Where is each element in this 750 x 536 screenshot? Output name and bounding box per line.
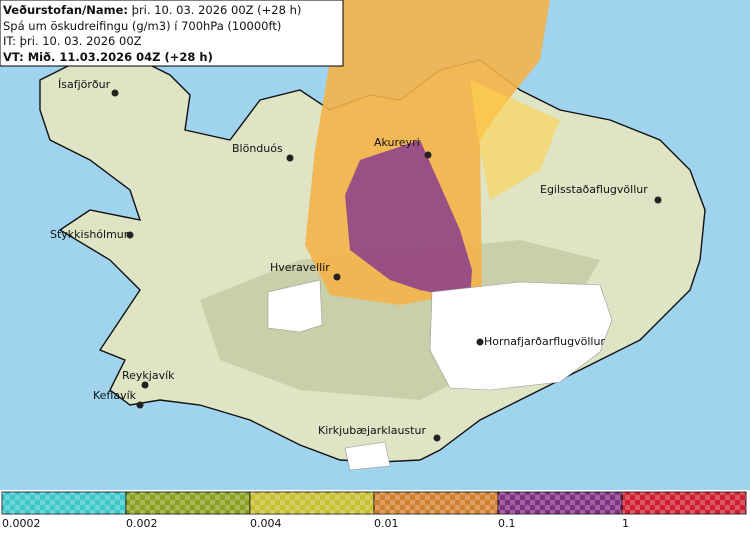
ash-high [345,140,472,300]
place-label: Kirkjubæjarklaustur [318,424,426,437]
legend-pattern [498,492,622,514]
place-label: Egilsstaðaflugvöllur [540,183,648,196]
header-value: þri. 10. 03. 2026 00Z (+28 h) [132,3,302,17]
legend-pattern [2,492,126,514]
legend-pattern [250,492,374,514]
legend-pattern [374,492,498,514]
legend-label: 0.1 [498,517,516,530]
glacier [267,279,323,333]
place-marker [433,434,441,442]
legend-label: 0.002 [126,517,158,530]
place-label: Hveravellir [270,261,330,274]
header-label: Veðurstofan/Name: [3,3,128,17]
glacier [429,281,613,391]
place-marker [136,401,144,409]
place-marker [424,151,432,159]
legend-label: 1 [622,517,629,530]
place-label: Reykjavík [122,369,175,382]
place-label: Stykkishólmur [50,228,129,241]
ash-fringe [470,80,560,200]
header-description: Spá um öskudreifingu (g/m3) í 700hPa (10… [3,19,281,33]
legend-label: 0.01 [374,517,399,530]
place-marker [654,196,662,204]
place-label: Akureyri [374,136,420,149]
place-label: Ísafjörður [58,78,111,91]
place-marker [476,338,484,346]
glacier [344,441,391,471]
place-label: Blönduós [232,142,283,155]
header-valid-time: VT: Mið. 11.03.2026 04Z (+28 h) [3,50,213,64]
place-marker [286,154,294,162]
legend-label: 0.004 [250,517,282,530]
place-label: Hornafjarðarflugvöllur [484,335,605,348]
place-marker [333,273,341,281]
legend-pattern [126,492,250,514]
legend-pattern [622,492,746,514]
header-initial-time: IT: þri. 10. 03. 2026 00Z [3,34,142,48]
place-marker [141,381,149,389]
legend-label: 0.0002 [2,517,41,530]
header-box [0,0,344,67]
place-label: Keflavík [93,389,137,402]
header-title: Veðurstofan/Name: þri. 10. 03. 2026 00Z … [3,3,301,17]
place-marker [111,89,119,97]
place-marker [126,231,134,239]
